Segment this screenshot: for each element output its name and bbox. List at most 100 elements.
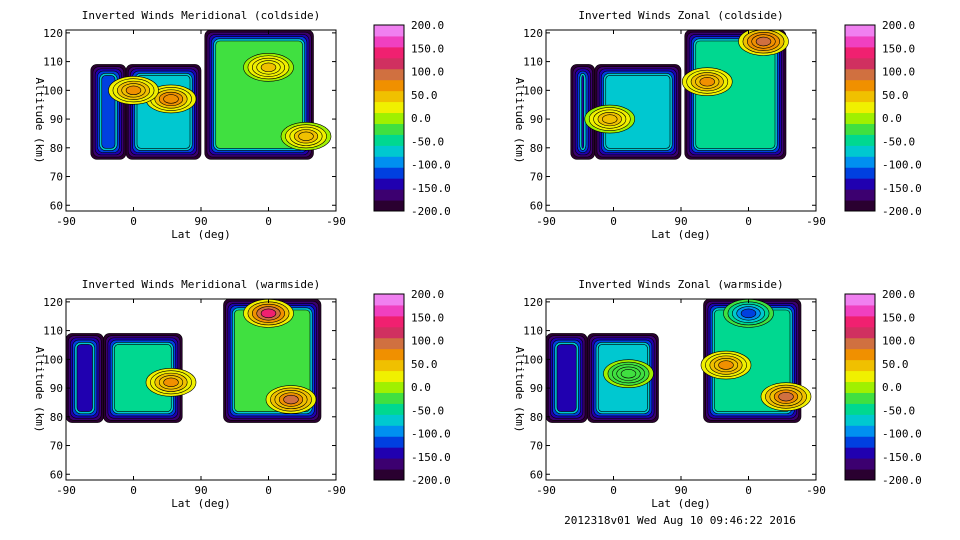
y-tick-label: 60: [530, 199, 543, 212]
colorbar: 200.0 150.0 100.0 50.0 0.0 -50.0 -100.0 -150.0 -…: [373, 288, 451, 487]
colorbar-tick-label: 0.0: [882, 112, 902, 125]
colorbar-swatch: [374, 315, 404, 328]
colorbar-swatch: [845, 134, 875, 146]
colorbar-swatch: [845, 145, 875, 157]
colorbar-tick-label: 200.0: [411, 19, 444, 32]
y-tick-label: 60: [530, 468, 543, 481]
colorbar-swatch: [374, 134, 404, 146]
colorbar-swatch: [374, 167, 404, 179]
contour-band: [163, 377, 179, 388]
colorbar-tick-label: 100.0: [882, 66, 915, 79]
x-tick-label: 90: [674, 215, 687, 228]
colorbar-swatch: [374, 414, 404, 426]
x-tick-label: 0: [265, 215, 272, 228]
data-feature: [681, 67, 733, 97]
y-tick-label: 110: [523, 56, 543, 69]
colorbar-tick-label: -150.0: [882, 182, 922, 195]
colorbar-swatch: [845, 458, 875, 470]
y-tick-label: 110: [43, 56, 63, 69]
y-tick-label: 80: [530, 411, 543, 424]
x-tick-label: -90: [536, 484, 556, 497]
colorbar-tick-label: 50.0: [411, 89, 438, 102]
colorbar-swatch: [845, 315, 875, 328]
contour-band: [556, 344, 577, 412]
y-axis-label: Altitude (km): [513, 77, 526, 163]
colorbar-tick-label: 150.0: [411, 42, 444, 55]
colorbar-tick-label: 50.0: [411, 358, 438, 371]
data-feature: [603, 359, 654, 388]
y-axis-label: Altitude (km): [33, 346, 46, 432]
contour-band: [283, 394, 299, 405]
colorbar-swatch: [845, 178, 875, 190]
colorbar-tick-label: -100.0: [882, 428, 922, 441]
x-tick-label: 0: [745, 215, 752, 228]
colorbar-swatch: [374, 392, 404, 404]
x-tick-label: 90: [194, 484, 207, 497]
data-feature: [584, 104, 636, 134]
colorbar-swatch: [374, 436, 404, 448]
colorbar-swatch: [374, 381, 404, 393]
contour-band: [163, 94, 179, 104]
data-feature: [760, 382, 812, 411]
colorbar-swatch: [374, 79, 404, 92]
y-axis-label: Altitude (km): [33, 77, 46, 163]
y-tick-label: 70: [530, 171, 543, 184]
chart-title: Inverted Winds Meridional (coldside): [82, 9, 320, 22]
footer-timestamp: 2012318v01 Wed Aug 10 09:46:22 2016: [564, 514, 796, 527]
data-feature: [108, 76, 159, 105]
colorbar-swatch: [845, 304, 875, 317]
colorbar-swatch: [845, 57, 875, 70]
colorbar-swatch: [845, 90, 875, 103]
colorbar-swatch: [374, 178, 404, 190]
colorbar-swatch: [374, 57, 404, 70]
y-tick-label: 90: [530, 113, 543, 126]
colorbar: 200.0 150.0 100.0 50.0 0.0 -50.0 -100.0 -150.0 -…: [373, 19, 451, 218]
colorbar-swatch: [374, 337, 404, 350]
colorbar-tick-label: -50.0: [411, 135, 444, 148]
data-feature: [723, 299, 774, 328]
colorbar-swatch: [845, 381, 875, 393]
data-feature: [738, 30, 789, 56]
contour-band: [581, 75, 585, 149]
colorbar-tick-label: -150.0: [411, 451, 451, 464]
colorbar-tick-label: 50.0: [882, 89, 909, 102]
y-tick-label: 70: [50, 440, 63, 453]
x-tick-label: -90: [56, 215, 76, 228]
colorbar-tick-label: -150.0: [411, 182, 451, 195]
colorbar-tick-label: -50.0: [882, 404, 915, 417]
y-tick-label: 100: [43, 353, 63, 366]
colorbar-swatch: [845, 294, 875, 306]
data-region: [546, 333, 588, 423]
y-tick-label: 110: [523, 325, 543, 338]
colorbar-frame: [373, 24, 405, 212]
x-tick-label: 90: [674, 484, 687, 497]
y-tick-label: 120: [523, 296, 543, 309]
y-tick-label: 110: [43, 325, 63, 338]
colorbar-swatch: [374, 123, 404, 135]
colorbar-swatch: [845, 425, 875, 437]
data-feature: [265, 385, 317, 414]
colorbar-swatch: [374, 359, 404, 372]
colorbar-swatch: [845, 436, 875, 448]
colorbar-swatch: [374, 200, 404, 212]
colorbar-swatch: [845, 370, 875, 383]
colorbar-tick-label: -100.0: [411, 428, 451, 441]
colorbar-swatch: [845, 326, 875, 339]
colorbar-swatch: [845, 414, 875, 426]
contour-band: [260, 308, 277, 319]
contour-band: [699, 77, 715, 87]
colorbar-tick-label: -200.0: [411, 205, 451, 218]
y-tick-label: 100: [523, 84, 543, 97]
colorbar-swatch: [374, 447, 404, 459]
y-tick-label: 90: [530, 382, 543, 395]
colorbar-swatch: [374, 403, 404, 415]
colorbar-swatch: [845, 200, 875, 212]
colorbar-tick-label: 100.0: [411, 335, 444, 348]
colorbar: 200.0 150.0 100.0 50.0 0.0 -50.0 -100.0 -150.0 -…: [844, 19, 922, 218]
colorbar-swatch: [374, 25, 404, 37]
colorbar-swatch: [374, 145, 404, 157]
y-tick-label: 120: [523, 27, 543, 40]
y-tick-label: 60: [50, 468, 63, 481]
chart-title: Inverted Winds Zonal (coldside): [578, 9, 783, 22]
